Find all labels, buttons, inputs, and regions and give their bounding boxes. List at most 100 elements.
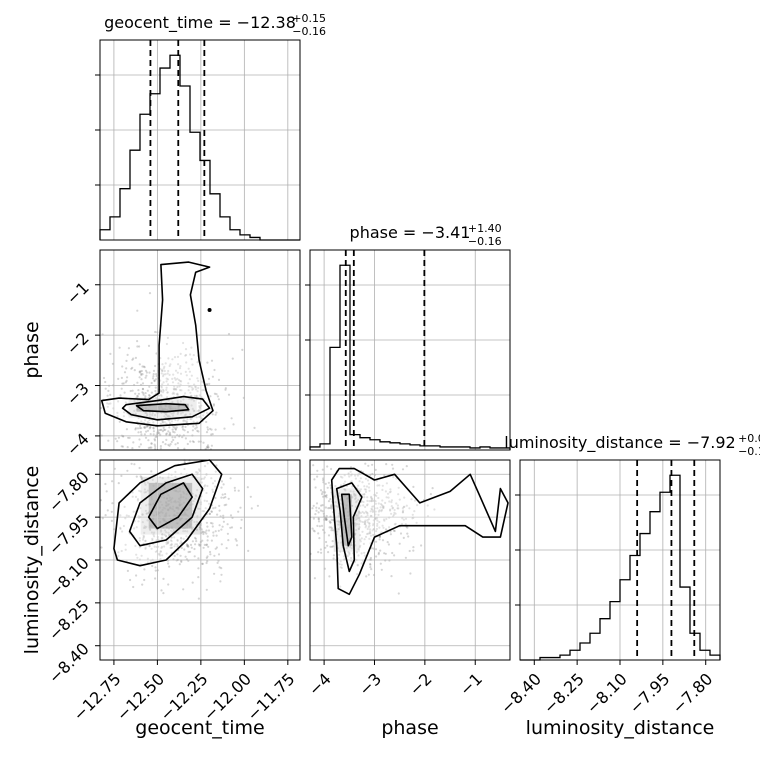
panel-geocent_time-vs-phase-point-631 xyxy=(141,382,145,385)
panel-geocent_time-vs-phase-point-698 xyxy=(145,371,148,374)
panel-phase-vs-luminosity_distance-point-444 xyxy=(327,507,330,510)
panel-geocent_time-vs-luminosity_distance-point-584 xyxy=(165,534,168,538)
panel-geocent_time-vs-phase-point-80 xyxy=(166,415,169,419)
panel-phase-vs-luminosity_distance-point-262 xyxy=(366,532,369,536)
panel-phase-vs-luminosity_distance-point-563 xyxy=(407,535,410,538)
panel-geocent_time-vs-luminosity_distance-point-535 xyxy=(153,531,156,534)
panel-phase-vs-luminosity_distance-point-62 xyxy=(354,522,357,525)
panel-geocent_time-vs-luminosity_distance-point-682 xyxy=(138,537,141,540)
panel-geocent_time-vs-phase-point-331 xyxy=(153,379,156,383)
panel-geocent_time-vs-luminosity_distance-point-258 xyxy=(142,526,145,530)
panel-geocent_time-vs-luminosity_distance-point-645 xyxy=(145,525,148,528)
panel-phase-vs-luminosity_distance-point-583 xyxy=(362,542,365,546)
panel-geocent_time-vs-phase-point-53 xyxy=(107,439,110,442)
panel-geocent_time-vs-phase-point-416 xyxy=(171,436,174,439)
panel-geocent_time-vs-luminosity_distance-point-170 xyxy=(205,529,208,532)
panel-geocent_time-vs-phase-point-453 xyxy=(192,409,195,412)
panel-geocent_time-vs-luminosity_distance-point-627 xyxy=(204,507,207,510)
panel-geocent_time-vs-phase-point-280 xyxy=(174,428,177,431)
panel-phase-vs-luminosity_distance-point-410 xyxy=(369,510,372,513)
hist-phase-steps xyxy=(309,264,511,450)
panel-geocent_time-vs-phase-point-643 xyxy=(179,389,182,392)
panel-geocent_time-vs-phase-point-407 xyxy=(188,397,191,400)
ytick-label-phase-1: −3 xyxy=(63,379,93,409)
panel-geocent_time-vs-phase-point-513 xyxy=(176,392,179,395)
panel-geocent_time-vs-phase-point-692 xyxy=(104,387,107,390)
panel-phase-vs-luminosity_distance-point-49 xyxy=(319,509,322,512)
panel-phase-vs-luminosity_distance-point-645 xyxy=(372,509,375,512)
panel-geocent_time-vs-luminosity_distance-point-470 xyxy=(215,534,218,537)
panel-geocent_time-vs-phase-point-188 xyxy=(145,414,149,417)
panel-geocent_time-vs-phase-point-457 xyxy=(165,386,168,389)
panel-phase-vs-luminosity_distance-point-9 xyxy=(348,475,351,478)
panel-phase-vs-luminosity_distance-point-89 xyxy=(380,531,383,534)
panel-phase-vs-luminosity_distance-point-472 xyxy=(339,585,342,588)
panel-geocent_time-vs-phase-point-160 xyxy=(116,415,119,418)
panel-geocent_time-vs-luminosity_distance-point-226 xyxy=(209,553,212,556)
panel-geocent_time-vs-luminosity_distance-point-424 xyxy=(198,469,201,472)
panel-geocent_time-vs-phase-point-6 xyxy=(134,412,137,415)
panel-geocent_time-vs-phase-point-315 xyxy=(215,411,218,414)
panel-geocent_time-vs-phase-point-307 xyxy=(166,391,169,394)
panel-geocent_time-vs-luminosity_distance-point-557 xyxy=(159,550,162,553)
panel-geocent_time-vs-luminosity_distance-point-694 xyxy=(206,539,209,542)
panel-geocent_time-vs-phase-point-520 xyxy=(196,361,199,364)
panel-geocent_time-vs-phase-point-170 xyxy=(166,378,170,381)
panel-phase-vs-luminosity_distance-point-452 xyxy=(372,524,375,527)
panel-geocent_time-vs-phase-point-75 xyxy=(161,391,165,394)
panel-phase-vs-luminosity_distance-point-457 xyxy=(314,486,317,489)
panel-phase-vs-luminosity_distance-point-317 xyxy=(368,530,372,533)
panel-phase-vs-luminosity_distance-point-65 xyxy=(332,529,335,532)
panel-phase-vs-luminosity_distance-point-633 xyxy=(378,526,381,529)
panel-geocent_time-vs-phase-point-313 xyxy=(191,388,194,391)
panel-phase-vs-luminosity_distance-point-128 xyxy=(391,551,394,555)
panel-geocent_time-vs-phase-point-539 xyxy=(145,411,148,415)
panel-phase-vs-luminosity_distance-point-90 xyxy=(412,546,415,549)
panel-phase-vs-luminosity_distance-point-607 xyxy=(317,551,320,554)
panel-geocent_time-vs-luminosity_distance-point-677 xyxy=(212,507,215,510)
panel-phase-vs-luminosity_distance-point-225 xyxy=(416,504,419,507)
panel-phase-vs-luminosity_distance-point-606 xyxy=(333,495,336,498)
panel-geocent_time-vs-luminosity_distance-contour-1 xyxy=(128,473,204,547)
panel-geocent_time-vs-phase-point-495 xyxy=(176,355,180,358)
panel-geocent_time-vs-phase-point-166 xyxy=(195,394,198,398)
panel-phase-vs-luminosity_distance-point-182 xyxy=(370,498,373,501)
panel-geocent_time-vs-phase-point-314 xyxy=(227,332,231,336)
panel-geocent_time-vs-luminosity_distance-point-477 xyxy=(174,475,177,478)
xtick-label-luminosity_distance-0: −8.40 xyxy=(497,669,545,717)
panel-phase-vs-luminosity_distance-point-63 xyxy=(366,521,369,524)
panel-geocent_time-vs-luminosity_distance-point-647 xyxy=(167,540,170,543)
panel-geocent_time-vs-luminosity_distance-point-0 xyxy=(145,504,148,507)
panel-geocent_time-vs-luminosity_distance-point-497 xyxy=(123,505,126,508)
ytick-label-phase-0: −4 xyxy=(63,429,93,459)
panel-geocent_time-vs-luminosity_distance-point-376 xyxy=(224,493,227,496)
panel-geocent_time-vs-phase-point-126 xyxy=(207,446,210,449)
title-sub-geocent_time: −0.16 xyxy=(292,25,326,38)
panel-geocent_time-vs-luminosity_distance-point-632 xyxy=(153,535,156,538)
panel-geocent_time-vs-phase-point-354 xyxy=(190,386,193,389)
panel-phase-vs-luminosity_distance-point-188 xyxy=(371,529,374,532)
panel-geocent_time-vs-luminosity_distance-point-661 xyxy=(184,530,187,533)
panel-geocent_time-vs-luminosity_distance-point-193 xyxy=(133,527,136,530)
panel-geocent_time-vs-phase-point-472 xyxy=(208,382,211,385)
panel-geocent_time-vs-phase-point-430 xyxy=(144,426,147,429)
panel-phase-vs-luminosity_distance-point-277 xyxy=(369,532,372,535)
panel-phase-vs-luminosity_distance-point-218 xyxy=(367,526,370,529)
panel-geocent_time-vs-phase-point-316 xyxy=(140,369,143,373)
panel-geocent_time-vs-luminosity_distance-point-548 xyxy=(145,512,148,515)
panel-phase-vs-luminosity_distance-point-109 xyxy=(363,521,366,524)
panel-phase-vs-luminosity_distance-point-616 xyxy=(326,544,329,547)
panel-geocent_time-vs-luminosity_distance-point-67 xyxy=(239,526,242,530)
panel-geocent_time-vs-luminosity_distance-point-483 xyxy=(229,477,232,480)
panel-geocent_time-vs-luminosity_distance-point-579 xyxy=(160,536,163,540)
panel-phase-vs-luminosity_distance-point-466 xyxy=(339,498,342,501)
panel-geocent_time-vs-luminosity_distance-point-486 xyxy=(229,526,232,529)
xtick-label-phase-3: −1 xyxy=(456,669,486,699)
panel-phase-vs-luminosity_distance-point-320 xyxy=(363,511,366,515)
panel-geocent_time-vs-luminosity_distance-point-684 xyxy=(160,589,163,592)
panel-phase-vs-luminosity_distance-point-266 xyxy=(402,518,405,521)
panel-geocent_time-vs-phase-point-66 xyxy=(138,370,141,373)
panel-geocent_time-vs-phase-point-561 xyxy=(182,341,185,345)
panel-geocent_time-vs-phase-point-154 xyxy=(163,421,166,424)
panel-geocent_time-vs-phase-point-135 xyxy=(177,378,181,382)
